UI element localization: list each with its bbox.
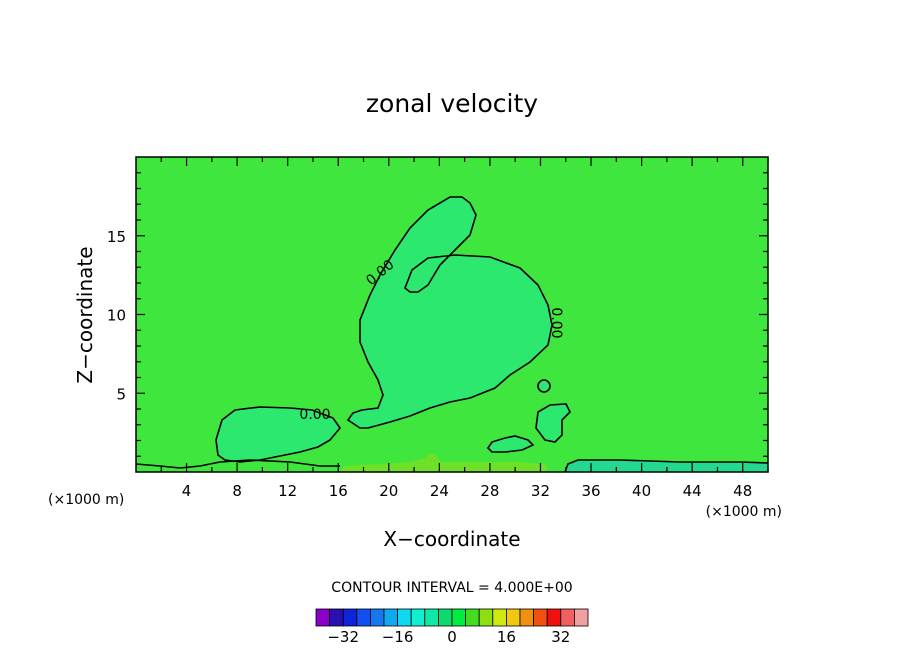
x-tick-label: 28: [480, 482, 499, 500]
x-tick-label: 4: [182, 482, 192, 500]
colorbar-swatch: [383, 608, 399, 627]
y-axis-ticks: 5 10 15: [107, 172, 768, 457]
x-axis-ticks: 4 8 12 16 20 24 28 32 36 40 44 48: [160, 157, 769, 500]
contour-lower-right: [535, 403, 571, 443]
x-axis-label: X−coordinate: [383, 527, 520, 551]
colorbar-swatch: [342, 608, 358, 627]
colorbar-swatch: [492, 608, 507, 627]
colorbar-tick-label: 32: [551, 628, 570, 646]
z-unit-label: (×1000 m): [48, 492, 124, 508]
x-tick-label: 36: [581, 482, 600, 500]
x-tick-label: 44: [683, 482, 702, 500]
contour-surface-left: [135, 459, 340, 469]
contour-small: [537, 379, 551, 393]
plot-area: 0.00 0.00 0.00: [135, 156, 769, 473]
x-tick-label: 8: [232, 482, 242, 500]
negative-region-small: [538, 380, 550, 392]
positive-band-surface: [340, 453, 548, 472]
x-tick-label: 20: [379, 482, 398, 500]
colorbar-swatch: [329, 608, 344, 627]
colorbar-swatch: [451, 608, 467, 627]
contour-interval-text: CONTOUR INTERVAL = 4.000E+00: [331, 580, 572, 596]
contour-surface-right: [564, 459, 769, 473]
colorbar-tick-label: −32: [327, 628, 359, 646]
contour-label-left: 0.00: [299, 407, 330, 423]
colorbar-swatch: [356, 608, 371, 627]
y-tick-label: 15: [107, 228, 126, 246]
colorbar-tick-label: 0: [447, 628, 457, 646]
negative-region-left: [216, 407, 340, 462]
colorbar-swatch: [546, 608, 562, 627]
chart-title: zonal velocity: [366, 89, 538, 118]
x-tick-label: 24: [430, 482, 449, 500]
y-axis-label: Z−coordinate: [73, 246, 97, 383]
colorbar: −32 −16 0 16 32: [315, 608, 589, 646]
colorbar-swatch: [369, 608, 385, 627]
colorbar-swatch: [315, 608, 331, 627]
colorbar-swatch: [560, 608, 575, 627]
x-tick-label: 32: [531, 482, 550, 500]
colorbar-swatch: [397, 608, 412, 627]
y-tick-label: 10: [107, 307, 126, 325]
colorbar-swatch: [533, 608, 548, 627]
colorbar-swatch: [465, 608, 480, 627]
colorbar-swatch: [478, 608, 494, 627]
colorbar-swatch: [505, 608, 521, 627]
colorbar-swatch: [519, 608, 535, 627]
y-tick-label: 5: [116, 385, 126, 403]
colorbar-swatch: [574, 608, 589, 627]
colorbar-swatch: [437, 608, 453, 627]
x-tick-label: 48: [733, 482, 752, 500]
x-tick-label: 16: [329, 482, 348, 500]
contour-main: [346, 196, 553, 429]
x-unit-label: (×1000 m): [706, 504, 782, 520]
x-tick-label: 12: [278, 482, 297, 500]
colorbar-tick-label: −16: [382, 628, 414, 646]
colorbar-swatch: [424, 608, 439, 627]
contour-bottom: [486, 435, 535, 453]
colorbar-tick-label: 16: [497, 628, 516, 646]
colorbar-swatch: [410, 608, 426, 627]
negative-region-main: [348, 197, 552, 428]
x-tick-label: 40: [632, 482, 651, 500]
contour-label-right: 0.00: [548, 307, 564, 338]
